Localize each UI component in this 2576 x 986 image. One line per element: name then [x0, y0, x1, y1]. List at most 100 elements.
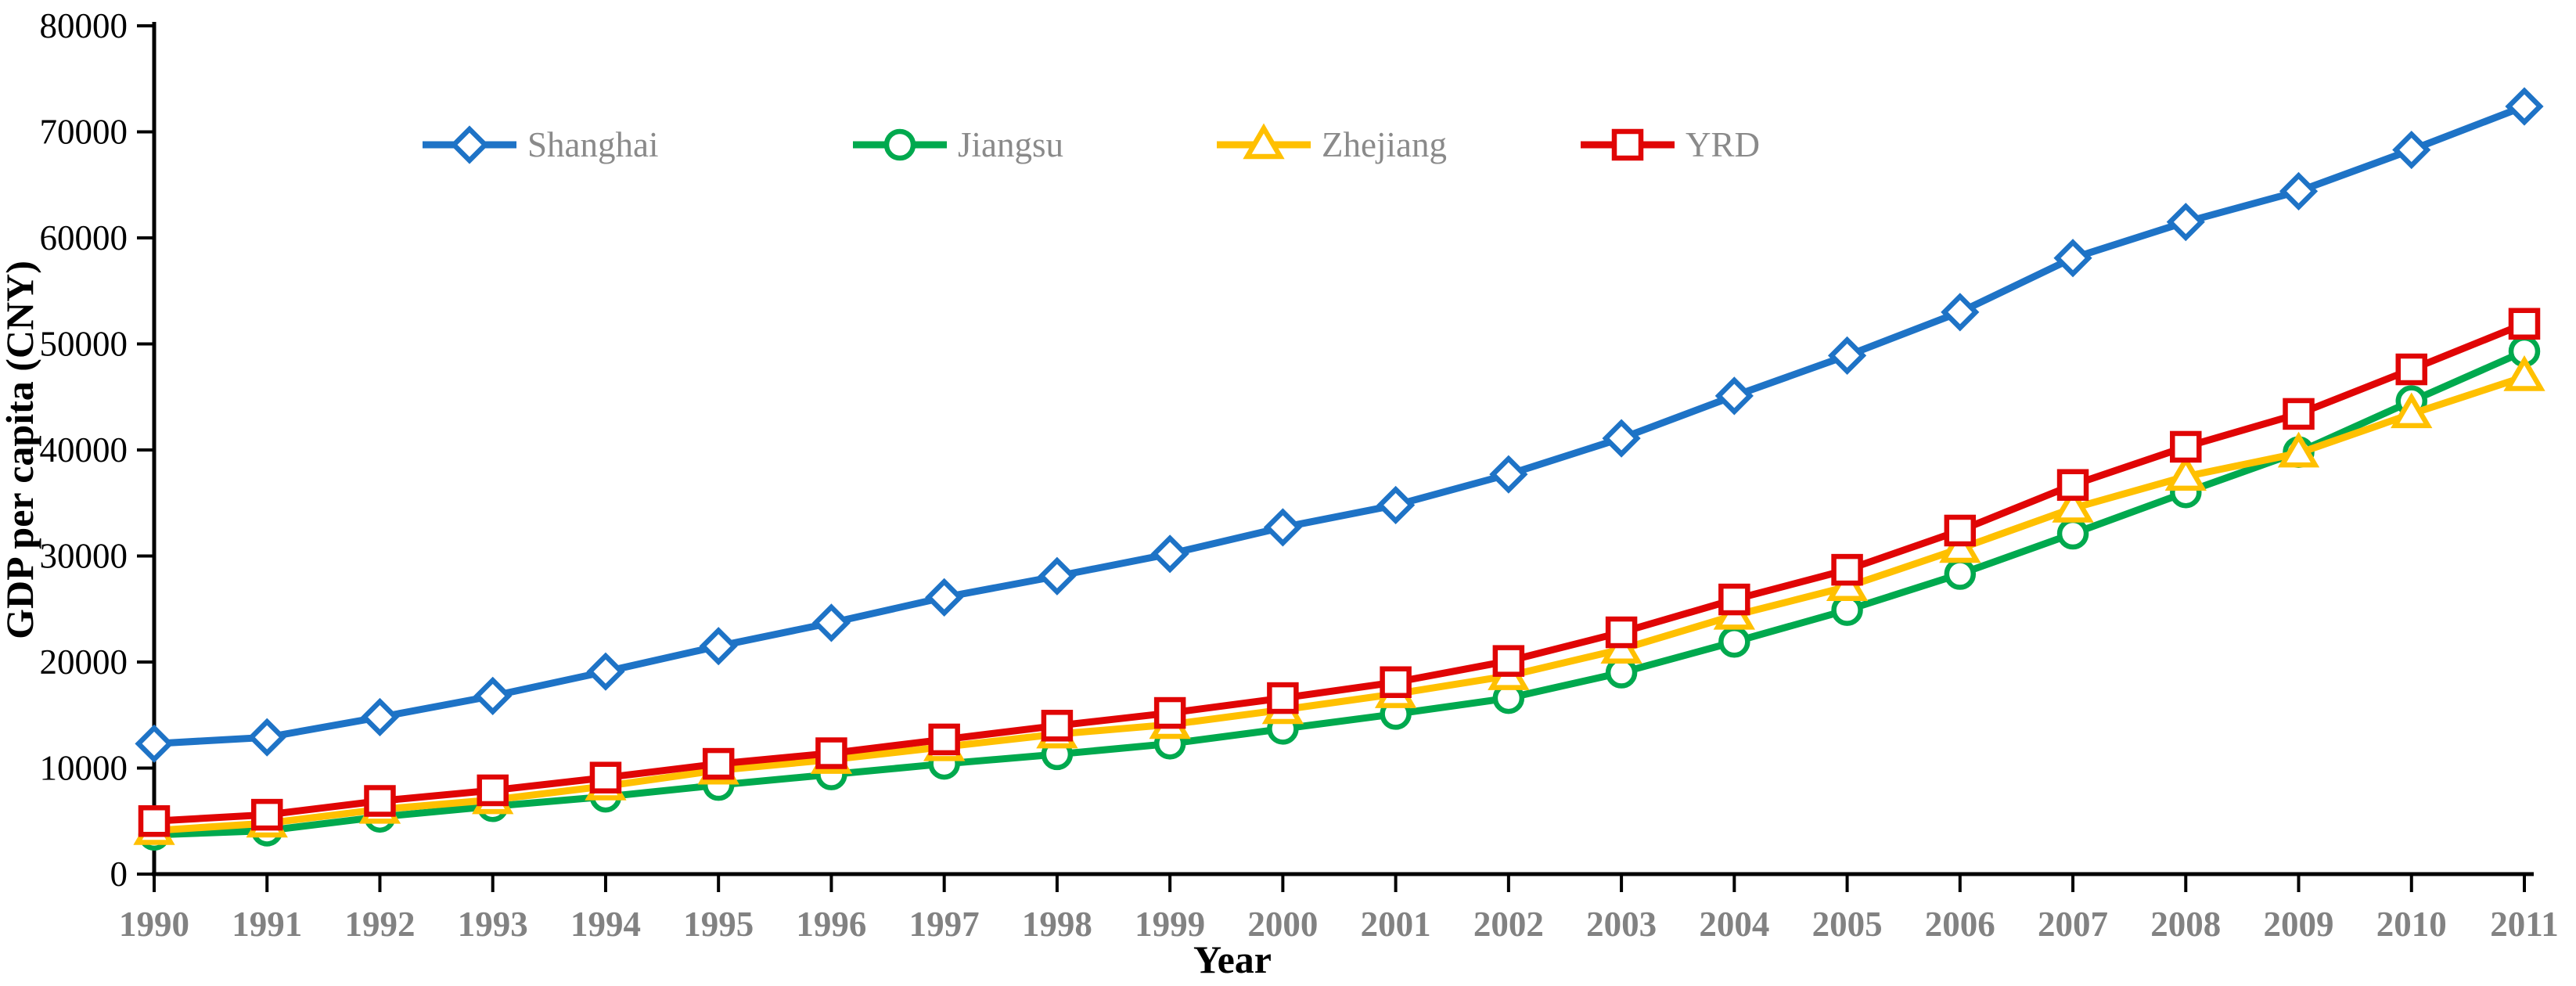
x-tick-label-year: 1998 [1022, 905, 1092, 944]
x-tick-label-year: 2004 [1699, 905, 1769, 944]
series-shanghai [135, 87, 2544, 763]
data-point-marker-shanghai [1263, 508, 1302, 547]
legend-label-zhejiang: Zhejiang [1322, 125, 1447, 164]
x-tick-label-year: 1991 [232, 905, 302, 944]
data-point-marker-yrd [2508, 308, 2541, 340]
data-point-marker-yrd [1267, 682, 1299, 714]
data-point-marker-shanghai [1602, 419, 1641, 458]
data-point-marker-shanghai [1827, 336, 1867, 376]
data-point-marker-yrd [1605, 616, 1638, 649]
data-point-marker-zhejiang [2052, 487, 2094, 523]
x-axis-title: Year [1193, 937, 1272, 981]
legend-item-zhejiang: Zhejiang [1217, 123, 1447, 164]
series-line-yrd [150, 320, 2528, 825]
data-point-marker-jiangsu [1718, 626, 1750, 658]
data-point-marker-shanghai [1489, 455, 1528, 494]
x-tick-label-year: 2002 [1473, 905, 1544, 944]
data-point-marker-jiangsu [1944, 558, 1977, 590]
data-point-marker-zhejiang [2277, 431, 2320, 468]
data-point-marker-shanghai [925, 578, 964, 617]
data-point-marker-yrd [1831, 553, 1863, 586]
legend-marker-jiangsu-icon [883, 128, 916, 161]
x-tick-label-year: 1992 [344, 905, 415, 944]
data-point-marker-jiangsu [2056, 517, 2089, 550]
data-point-marker-yrd [1492, 645, 1525, 677]
y-tick-label: 60000 [40, 218, 128, 257]
x-tick-label-year: 1997 [909, 905, 980, 944]
x-tick-label-year: 1993 [458, 905, 528, 944]
legend-item-jiangsu: Jiangsu [853, 125, 1063, 164]
legend-marker-yrd-icon [1611, 128, 1644, 161]
data-point-marker-shanghai [2279, 171, 2319, 211]
data-point-marker-shanghai [1376, 485, 1416, 525]
data-point-marker-shanghai [247, 718, 286, 757]
data-point-marker-yrd [2170, 430, 2202, 463]
y-tick-label: 50000 [40, 325, 128, 364]
data-point-marker-yrd [589, 761, 622, 793]
data-point-marker-yrd [928, 723, 960, 756]
data-point-marker-yrd [2056, 469, 2089, 501]
x-tick-label-year: 2006 [1925, 905, 1995, 944]
series-line-jiangsu [150, 347, 2528, 839]
axes-layer: 0 10000 20000 30000 40000 50000 60000 70000 8000… [40, 6, 2559, 944]
x-tick-label-year: 1995 [683, 905, 754, 944]
data-point-marker-yrd [138, 805, 171, 837]
data-point-marker-shanghai [135, 724, 174, 763]
data-point-marker-shanghai [473, 676, 513, 715]
legend-label-jiangsu: Jiangsu [958, 125, 1063, 164]
x-tick-label-year: 2005 [1812, 905, 1883, 944]
data-point-marker-yrd [815, 737, 847, 769]
data-point-marker-yrd [2395, 353, 2428, 386]
data-point-marker-zhejiang [2391, 392, 2433, 429]
data-point-marker-shanghai [2166, 203, 2205, 242]
data-point-marker-shanghai [699, 627, 738, 666]
legend-marker-zhejiang-icon [1243, 123, 1285, 160]
y-tick-label: 80000 [40, 6, 128, 45]
x-tick-label-year: 2000 [1247, 905, 1318, 944]
data-point-marker-yrd [250, 798, 283, 831]
x-tick-label-year: 2009 [2264, 905, 2334, 944]
series-line-zhejiang [150, 373, 2528, 834]
data-point-marker-zhejiang [2503, 355, 2545, 391]
y-tick-label: 30000 [40, 537, 128, 576]
legend-label-yrd: YRD [1686, 125, 1760, 164]
data-point-marker-yrd [1718, 583, 1750, 616]
data-point-marker-shanghai [2392, 130, 2431, 170]
data-point-marker-shanghai [1150, 534, 1189, 574]
y-tick-label: 20000 [40, 642, 128, 682]
x-tick-label-year: 1999 [1135, 905, 1205, 944]
x-tick-label-year: 2003 [1586, 905, 1657, 944]
data-point-marker-yrd [1153, 696, 1186, 729]
data-point-marker-yrd [1041, 710, 1074, 742]
series-jiangsu [138, 335, 2541, 851]
data-point-marker-yrd [702, 747, 735, 780]
data-point-marker-yrd [1944, 514, 1977, 547]
data-point-marker-shanghai [2053, 239, 2092, 278]
series-line-shanghai [150, 103, 2528, 747]
data-point-marker-yrd [1380, 666, 1412, 698]
legend-label-shanghai: Shanghai [527, 125, 658, 164]
data-point-marker-shanghai [2505, 87, 2544, 126]
y-tick-label: 0 [110, 855, 128, 894]
x-tick-label-year: 2011 [2490, 905, 2559, 944]
y-axis-title: GDP per capita (CNY) [0, 261, 41, 639]
data-point-marker-yrd [2283, 398, 2315, 430]
x-tick-label-year: 2010 [2376, 905, 2447, 944]
data-point-marker-shanghai [1941, 293, 1980, 332]
data-point-marker-zhejiang [2164, 455, 2207, 491]
y-tick-label: 10000 [40, 749, 128, 788]
series-layer [133, 87, 2545, 851]
data-point-marker-shanghai [1038, 556, 1077, 596]
data-point-marker-shanghai [811, 603, 851, 642]
y-tick-label: 40000 [40, 430, 128, 470]
data-point-marker-shanghai [1714, 376, 1754, 416]
x-tick-label-year: 2001 [1361, 905, 1431, 944]
x-tick-label-year: 1996 [796, 905, 866, 944]
legend-layer: Shanghai Jiangsu Zhejiang YRD [423, 123, 1760, 164]
series-yrd [138, 308, 2541, 837]
data-point-marker-yrd [364, 785, 396, 817]
x-tick-label-year: 2008 [2150, 905, 2221, 944]
data-point-marker-yrd [477, 774, 509, 807]
x-tick-label-year: 1990 [119, 905, 189, 944]
